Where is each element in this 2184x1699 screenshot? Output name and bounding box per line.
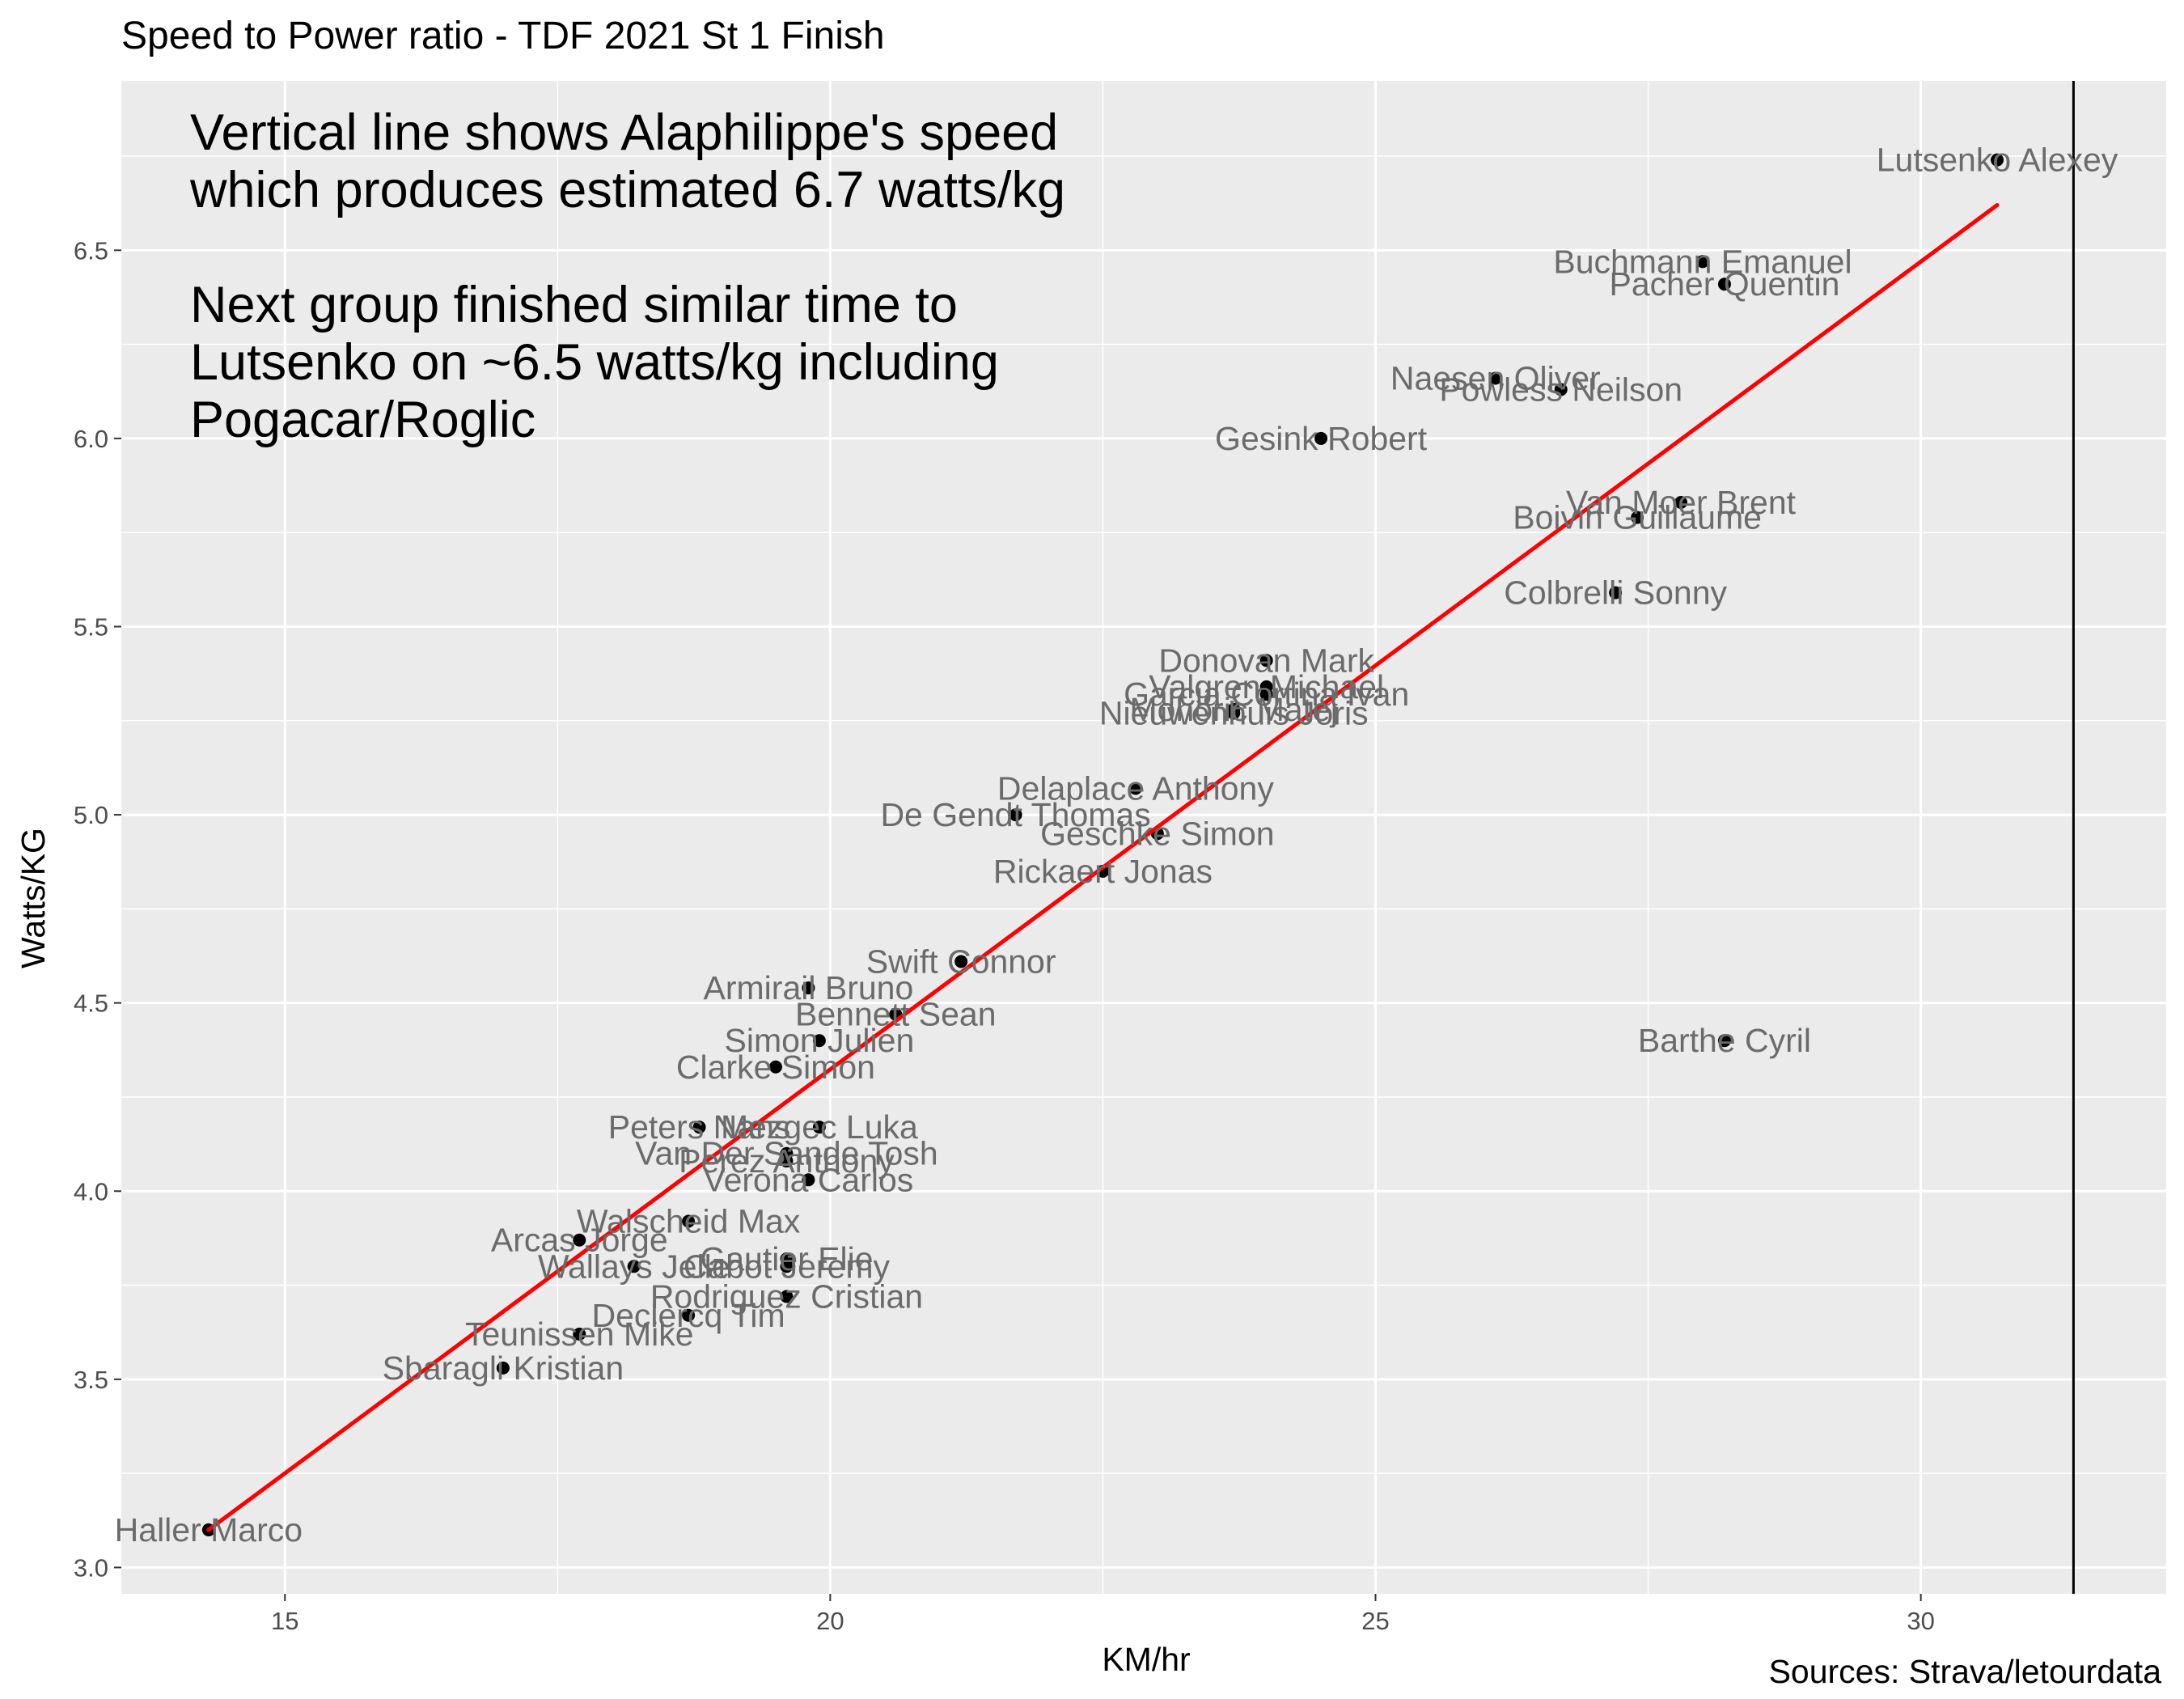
data-point <box>1128 782 1142 795</box>
y-tick-label: 3.5 <box>74 1366 108 1394</box>
point-label: De Gendt Thomas <box>880 796 1150 833</box>
point-label: Gesink Robert <box>1215 420 1428 457</box>
point-label: Sbaragli Kristian <box>383 1349 624 1387</box>
point-label: Armirail Bruno <box>704 969 914 1006</box>
annotation-line: which produces estimated 6.7 watts/kg <box>189 162 1065 218</box>
data-point <box>954 955 968 968</box>
data-point <box>1554 383 1568 396</box>
point-label: Haller Marco <box>115 1511 303 1549</box>
point-label: Pacher Quentin <box>1609 265 1839 303</box>
data-point <box>692 1121 706 1134</box>
point-label: Garcia Cortina Ivan <box>1124 676 1409 713</box>
data-point <box>1488 371 1502 385</box>
point-label: Colbrelli Sonny <box>1504 574 1727 612</box>
data-point <box>780 1290 794 1303</box>
point-label: Clarke Simon <box>676 1049 875 1086</box>
x-tick-label: 20 <box>816 1607 844 1635</box>
grid-major <box>121 81 2166 1594</box>
y-tick-label: 6.5 <box>74 236 108 265</box>
data-point <box>1695 255 1709 269</box>
data-point <box>1609 586 1623 600</box>
point-label: Simon Julien <box>725 1022 915 1059</box>
data-point <box>780 1260 794 1273</box>
point-label: Peters Nans <box>608 1108 791 1146</box>
y-tick-label: 4.5 <box>74 989 108 1018</box>
annotation-line: Next group finished similar time to <box>190 277 958 333</box>
point-label: Geschke Simon <box>1040 815 1274 852</box>
point-label: Van Moer Brent <box>1566 484 1797 521</box>
data-point <box>496 1361 510 1375</box>
chart-title: Speed to Power ratio - TDF 2021 St 1 Fin… <box>121 15 885 57</box>
point-label: Walscheid Max <box>577 1202 801 1239</box>
x-tick-label: 15 <box>271 1607 298 1635</box>
data-point <box>1991 153 2004 167</box>
y-axis-ticks: 3.0 3.5 4.0 4.5 5.0 5.5 6.0 6.5 <box>74 236 121 1582</box>
data-point <box>1227 706 1241 720</box>
data-point <box>1259 654 1273 667</box>
point-label: Boivin Guillaume <box>1513 499 1762 536</box>
y-tick-label: 4.0 <box>74 1177 108 1205</box>
data-point <box>768 1060 782 1074</box>
y-axis-title: Watts/KG <box>15 828 52 968</box>
data-point <box>1259 688 1273 701</box>
data-point <box>573 1328 586 1341</box>
data-point <box>1674 495 1688 509</box>
x-axis-ticks: 15 20 25 30 <box>271 1594 1935 1635</box>
caption-sources: Sources: Strava/letourdata <box>1769 1653 2162 1690</box>
point-label: Barthe Cyril <box>1638 1022 1811 1059</box>
trend-line <box>206 203 2000 1532</box>
grid-minor <box>121 81 2166 1594</box>
point-label: Delaplace Anthony <box>997 770 1274 807</box>
data-point <box>780 1155 794 1168</box>
x-tick-label: 30 <box>1907 1607 1934 1635</box>
data-point <box>1717 278 1731 291</box>
point-label: Arcas Jorge <box>491 1222 668 1259</box>
data-point <box>802 1173 815 1187</box>
data-point <box>1314 431 1328 445</box>
annotation-line: Pogacar/Roglic <box>190 392 535 448</box>
point-label: Buchmann Emanuel <box>1553 243 1852 280</box>
data-point <box>812 1034 826 1048</box>
point-label: Lutsenko Alexey <box>1877 142 2118 179</box>
data-point <box>1717 1034 1731 1048</box>
point-label: Cabot Jeremy <box>684 1248 891 1285</box>
y-tick-label: 3.0 <box>74 1553 108 1582</box>
y-tick-label: 5.5 <box>74 613 108 642</box>
annotation-line: Vertical line shows Alaphilippe's speed <box>190 104 1058 161</box>
data-point <box>1631 511 1644 524</box>
x-tick-label: 25 <box>1361 1607 1389 1635</box>
annotation-text: Vertical line shows Alaphilippe's speedw… <box>189 104 1065 448</box>
point-label: Van Der Sande Tosh <box>635 1135 938 1172</box>
annotation-line: Lutsenko on ~6.5 watts/kg including <box>190 334 999 391</box>
point-label: Declercq Tim <box>591 1297 785 1334</box>
point-label: Bennett Sean <box>795 996 996 1033</box>
point-label: Teunissen Mike <box>465 1316 694 1353</box>
point-label: Powless Neilson <box>1439 371 1682 408</box>
data-point <box>682 1308 696 1322</box>
data-point <box>627 1260 641 1273</box>
point-label: Mezgec Luka <box>721 1108 918 1146</box>
point-label: Naesen Oliver <box>1390 359 1601 396</box>
y-tick-label: 6.0 <box>74 425 108 453</box>
point-label: Nieuwenhuis Joris <box>1099 694 1369 731</box>
point-label: Gautier Elie <box>700 1240 873 1277</box>
y-tick-label: 5.0 <box>74 801 108 829</box>
point-label: Donovan Mark <box>1158 642 1374 679</box>
data-point <box>682 1214 696 1228</box>
point-label: Mohoric Matej <box>1129 691 1337 728</box>
point-label: Rickaert Jonas <box>993 853 1213 890</box>
x-axis-title: KM/hr <box>1102 1641 1190 1678</box>
data-point <box>1009 808 1022 822</box>
point-label: Swift Connor <box>866 943 1056 981</box>
point-label: Perez Anthony <box>679 1142 895 1180</box>
point-label: Valgren Michael <box>1149 668 1384 705</box>
point-label: Verona Carlos <box>703 1161 913 1198</box>
data-point <box>573 1233 586 1247</box>
data-point <box>812 1121 826 1134</box>
point-label: Rodriguez Cristian <box>650 1278 923 1316</box>
data-point <box>802 981 815 995</box>
point-label: Wallays Jelle <box>538 1248 730 1285</box>
